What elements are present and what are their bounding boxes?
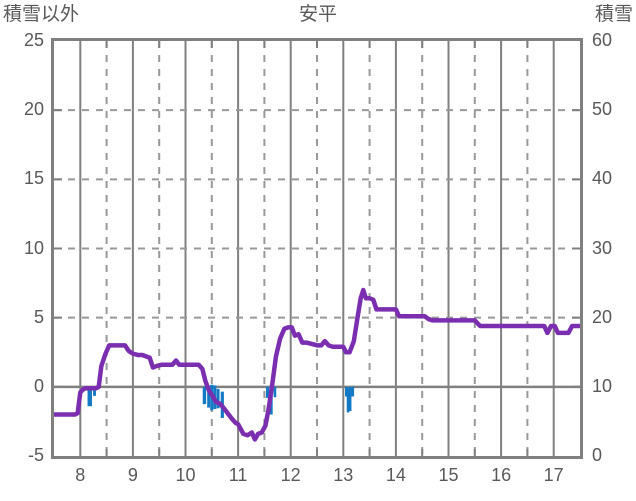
chart-canvas (54, 41, 580, 456)
line-path (54, 287, 580, 442)
bottom-tick-14: 14 (385, 465, 406, 485)
gridlines (54, 41, 580, 456)
non-snow-line-series (54, 287, 580, 442)
snow-bar (207, 386, 211, 408)
snow-bar (345, 386, 348, 397)
left-axis-title: 積雪以外 (3, 3, 80, 25)
right-tick-60: 60 (592, 30, 613, 50)
left-tick-20: 20 (23, 99, 44, 120)
bottom-tick-13: 13 (333, 465, 354, 485)
right-tick-10: 10 (592, 375, 613, 396)
right-tick-20: 20 (592, 306, 613, 327)
left-tick-0: 0 (33, 375, 44, 396)
left-tick-10: 10 (23, 237, 44, 258)
snow-bar (93, 386, 96, 396)
snow-bar (216, 388, 220, 409)
right-tick-40: 40 (592, 168, 613, 189)
snow-bar (346, 387, 350, 413)
chart-title: 安平 (298, 3, 337, 25)
snow-bar (202, 386, 207, 405)
snow-bar (348, 386, 352, 412)
snow-bar (273, 386, 277, 398)
bottom-tick-8: 8 (75, 465, 86, 485)
bottom-tick-10: 10 (175, 465, 196, 485)
left-tick-5: 5 (33, 306, 44, 327)
plot-area (51, 38, 583, 459)
right-axis-title: 積雪 (594, 3, 633, 25)
snow-bar-series (87, 384, 355, 418)
plot-inner (54, 41, 580, 456)
left-tick-15: 15 (23, 168, 44, 189)
bottom-tick-12: 12 (280, 465, 301, 485)
bottom-tick-15: 15 (438, 465, 459, 485)
snow-bar (87, 386, 93, 407)
left-tick--5: -5 (27, 445, 44, 465)
bottom-tick-9: 9 (127, 465, 138, 485)
bottom-tick-16: 16 (491, 465, 512, 485)
left-tick-25: 25 (23, 30, 44, 50)
right-tick-0: 0 (592, 445, 603, 465)
right-tick-30: 30 (592, 237, 613, 258)
snow-bar (265, 386, 270, 398)
snow-bar (351, 386, 355, 397)
bottom-tick-17: 17 (543, 465, 564, 485)
bottom-tick-11: 11 (228, 465, 248, 485)
right-tick-50: 50 (592, 99, 613, 120)
